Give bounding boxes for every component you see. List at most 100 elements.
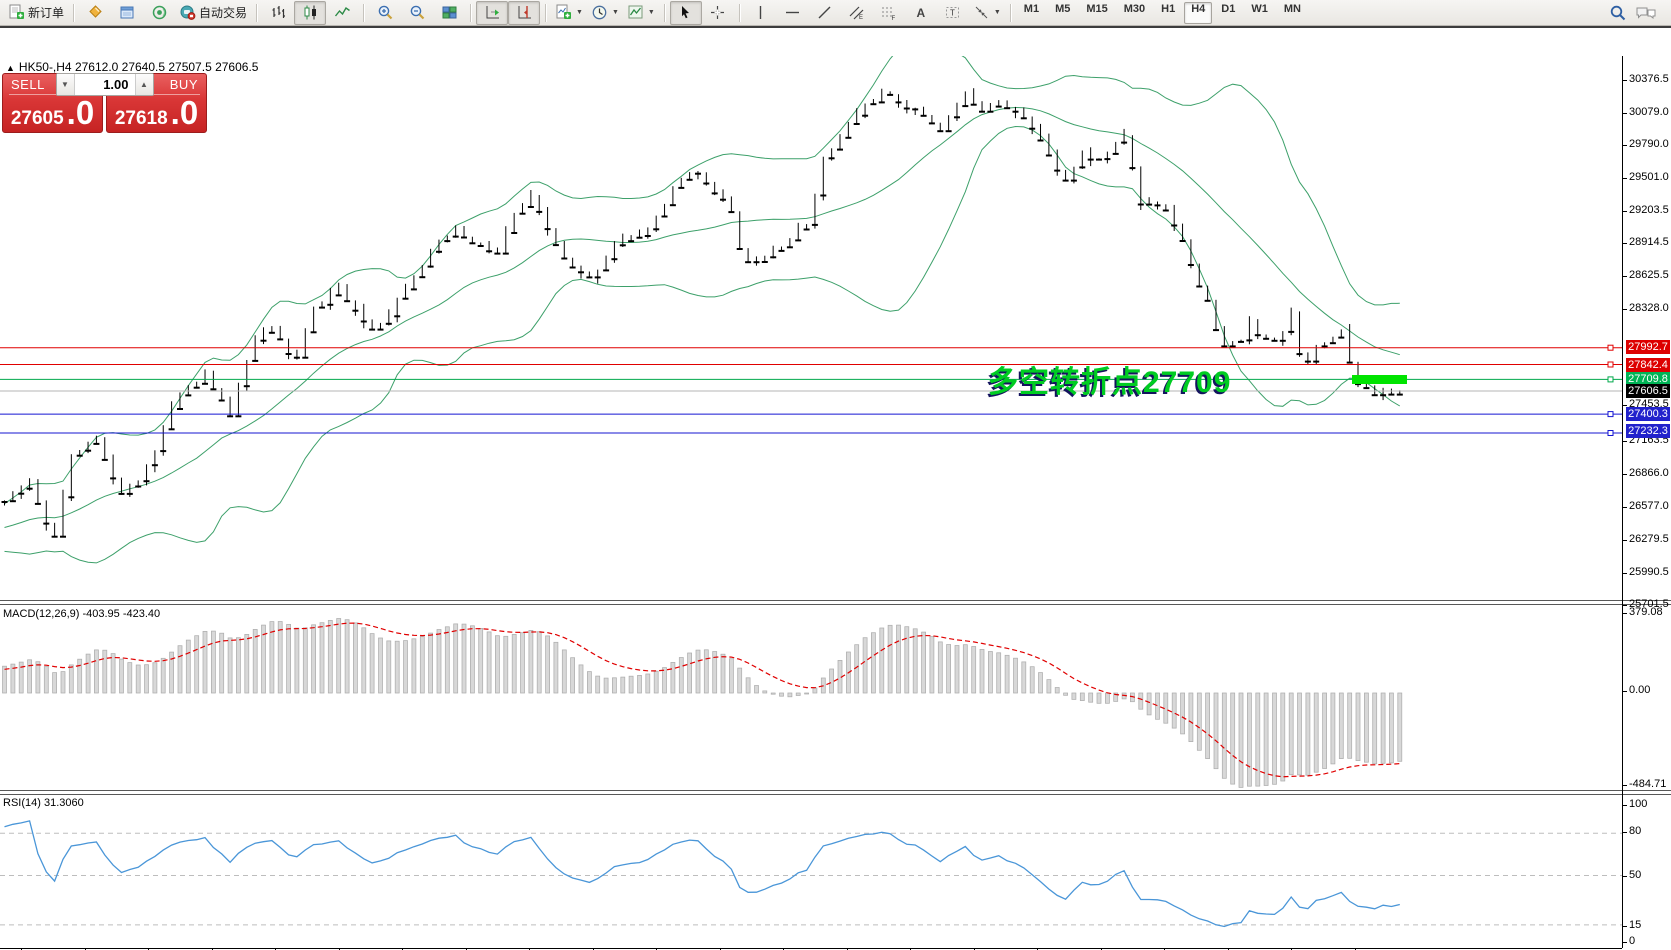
price-axis-label: 30079.0 [1629, 106, 1669, 118]
price-axis-tick [1622, 211, 1627, 212]
time-axis-tick [529, 948, 530, 950]
equidistant-channel-button[interactable]: E [841, 1, 873, 25]
market-watch-button[interactable] [79, 1, 111, 25]
timeframe-button-m5[interactable]: M5 [1055, 2, 1071, 15]
time-axis-line [0, 948, 1622, 949]
text-icon: A [916, 5, 926, 20]
rsi-axis-label: 100 [1629, 798, 1648, 810]
rsi-indicator-canvas[interactable] [0, 795, 1622, 948]
time-axis-tick [656, 948, 657, 950]
shapes-button[interactable]: ▼ [969, 1, 1005, 25]
chart-title: ▲ HK50-,H4 27612.0 27640.5 27507.5 27606.… [6, 60, 258, 74]
autotrading-label: 自动交易 [199, 6, 248, 20]
crosshair-button[interactable] [702, 1, 734, 25]
zoom-in-button[interactable] [369, 1, 401, 25]
price-axis-label: 26866.0 [1629, 467, 1669, 479]
price-axis-tick [1622, 145, 1627, 146]
auto-scroll-icon [486, 6, 499, 19]
timeframe-button-h1[interactable]: H1 [1161, 2, 1176, 15]
rsi-axis-tick [1622, 805, 1627, 806]
trendline-icon [818, 6, 831, 19]
pane-separator[interactable] [0, 790, 1671, 795]
time-axis-tick [1291, 948, 1292, 950]
text-label-icon: T [946, 7, 960, 18]
zoom-out-button[interactable] [401, 1, 433, 25]
vertical-line-button[interactable] [745, 1, 777, 25]
price-line-label: 27400.3 [1626, 407, 1670, 421]
time-axis-tick [338, 948, 340, 950]
periods-icon [592, 5, 607, 20]
timeframe-button-d1[interactable]: D1 [1221, 2, 1236, 15]
data-window-button[interactable] [111, 1, 143, 25]
periods-button[interactable]: ▼ [587, 1, 623, 25]
separator [470, 3, 472, 22]
cursor-button[interactable] [669, 0, 702, 25]
chart-shift-button[interactable] [508, 0, 541, 25]
tile-windows-button[interactable] [433, 1, 465, 25]
bar-chart-icon [272, 6, 285, 18]
time-axis-tick [465, 948, 467, 950]
time-axis-tick [1100, 948, 1102, 950]
macd-axis-tick [1622, 785, 1627, 786]
horizontal-line-button[interactable] [777, 1, 809, 25]
volume-decrease-button[interactable]: ▼ [56, 74, 75, 95]
templates-button[interactable]: ▼ [623, 1, 659, 25]
autotrading-button[interactable]: 自动交易 [175, 1, 251, 25]
price-axis-label: 25990.5 [1629, 566, 1669, 578]
candlestick-chart-button[interactable] [294, 0, 327, 25]
market-watch-icon [88, 5, 102, 18]
text-label-button[interactable]: T [937, 1, 969, 25]
svg-text:F: F [892, 16, 896, 21]
line-chart-button[interactable] [326, 1, 358, 25]
text-button[interactable]: A [905, 1, 937, 25]
bar-chart-button[interactable] [262, 1, 294, 25]
timeframe-button-m15[interactable]: M15 [1086, 2, 1108, 15]
time-axis-tick [973, 948, 975, 950]
green-highlight-rectangle[interactable] [1352, 375, 1407, 384]
auto-scroll-button[interactable] [476, 0, 509, 25]
search-icon[interactable] [1609, 4, 1627, 22]
horizontal-line-icon [786, 11, 800, 14]
pane-separator[interactable] [0, 600, 1671, 605]
rsi-axis-tick [1622, 942, 1627, 943]
trendline-button[interactable] [809, 1, 841, 25]
timeframe-button-h4[interactable]: H4 [1184, 1, 1213, 24]
macd-indicator-canvas[interactable] [0, 605, 1622, 791]
fibonacci-button[interactable]: F [873, 1, 905, 25]
price-chart-canvas[interactable] [0, 56, 1622, 601]
data-window-icon [120, 6, 134, 19]
chart-annotation-text[interactable]: 多空转折点27709 [988, 366, 1232, 399]
price-line-label: 27232.3 [1626, 424, 1670, 438]
time-axis-tick [719, 948, 721, 950]
volume-input[interactable]: 1.00 [103, 77, 129, 92]
volume-stepper: ▼ 1.00 ▲ [55, 73, 154, 96]
timeframe-button-w1[interactable]: W1 [1251, 2, 1268, 15]
svg-text:E: E [859, 15, 863, 21]
volume-increase-button[interactable]: ▲ [134, 74, 153, 95]
price-axis-label: 25701.5 [1629, 598, 1669, 610]
sell-label: SELL [11, 77, 45, 92]
new-order-button[interactable]: 新订单 [4, 1, 68, 25]
price-axis-tick [1622, 441, 1627, 442]
price-line-label: 27842.4 [1626, 358, 1670, 372]
rsi-axis-label: 50 [1629, 869, 1642, 881]
time-axis-tick [783, 948, 784, 950]
collapse-triangle-icon[interactable]: ▲ [6, 63, 15, 73]
price-axis-label: 26577.0 [1629, 500, 1669, 512]
timeframe-button-mn[interactable]: MN [1283, 2, 1301, 15]
timeframe-button-m1[interactable]: M1 [1023, 2, 1040, 15]
dropdown-arrow-icon: ▼ [993, 9, 1001, 16]
timeframe-button-m30[interactable]: M30 [1123, 2, 1146, 15]
indicators-button[interactable]: ▼ [551, 1, 587, 25]
signals-icon [152, 5, 166, 20]
zoom-in-icon [378, 5, 392, 20]
macd-axis-label: 0.00 [1629, 684, 1651, 696]
signals-button[interactable] [143, 1, 175, 25]
indicators-icon [556, 4, 572, 19]
macd-axis-label: 379.08 [1629, 606, 1663, 618]
price-axis-label: 30376.5 [1629, 73, 1669, 85]
price-axis-tick [1622, 507, 1627, 508]
chat-icon[interactable] [1635, 4, 1657, 22]
dropdown-arrow-icon: ▼ [611, 9, 619, 16]
price-axis-tick [1622, 474, 1627, 475]
